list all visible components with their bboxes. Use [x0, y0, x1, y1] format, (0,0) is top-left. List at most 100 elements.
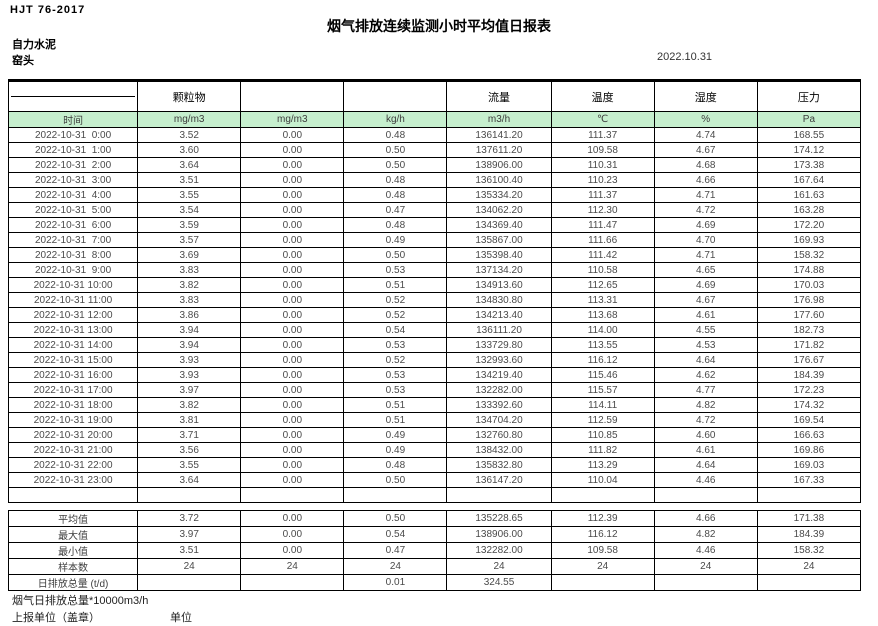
- value-cell: 3.52: [137, 127, 242, 143]
- unit-percent: %: [653, 111, 758, 128]
- value-cell: 114.00: [550, 322, 655, 338]
- split-cell-top: [11, 82, 136, 97]
- value-cell: 4.71: [653, 187, 758, 203]
- value-cell: 3.94: [137, 322, 242, 338]
- table-row: 2022-10-31 17:00 3.97 0.00 0.53 132282.00 115…: [7, 382, 862, 398]
- value-cell: 0.01: [343, 574, 448, 591]
- row-label-cell: 2022-10-31 20:00: [7, 427, 139, 443]
- table-row: 2022-10-31 1:00 3.60 0.00 0.50 137611.20 109.…: [7, 142, 862, 158]
- value-cell: 169.54: [756, 412, 862, 428]
- value-cell: 0.00: [240, 427, 345, 443]
- row-label-cell: 日排放总量 (t/d): [7, 574, 139, 591]
- value-cell: 4.68: [653, 157, 758, 173]
- row-label-cell: 最大值: [7, 526, 139, 543]
- value-cell: 3.97: [137, 526, 242, 543]
- value-cell: 170.03: [756, 277, 862, 293]
- value-cell: 0.48: [343, 217, 448, 233]
- table-row: 2022-10-31 20:00 3.71 0.00 0.49 132760.80 110…: [7, 427, 862, 443]
- value-cell: 3.72: [137, 510, 242, 527]
- value-cell: 3.86: [137, 307, 242, 323]
- value-cell: 166.63: [756, 427, 862, 443]
- table-row: 平均值 3.72 0.00 0.50 135228.65 112.39 4.66 171.38: [7, 510, 862, 527]
- separator-rows: [7, 487, 862, 511]
- value-cell: 4.82: [653, 526, 758, 543]
- table-row: 2022-10-31 5:00 3.54 0.00 0.47 134062.20 112.…: [7, 202, 862, 218]
- value-cell: 112.59: [550, 412, 655, 428]
- empty-row: [7, 487, 862, 503]
- row-label-cell: 2022-10-31 5:00: [7, 202, 139, 218]
- value-cell: 169.86: [756, 442, 862, 458]
- value-cell: 112.65: [550, 277, 655, 293]
- table-row: 2022-10-31 4:00 3.55 0.00 0.48 135334.20 111.…: [7, 187, 862, 203]
- value-cell: 134704.20: [446, 412, 552, 428]
- value-cell: 138432.00: [446, 442, 552, 458]
- table-row: 日排放总量 (t/d) 0.01 324.55: [7, 574, 862, 591]
- unit-kgh: kg/h: [343, 111, 448, 128]
- value-cell: 4.62: [653, 367, 758, 383]
- value-cell: 3.94: [137, 337, 242, 353]
- report-date: 2022.10.31: [657, 51, 713, 63]
- value-cell: 4.64: [653, 457, 758, 473]
- value-cell: 158.32: [756, 542, 862, 559]
- value-cell: 0.00: [240, 187, 345, 203]
- value-cell: 0.49: [343, 427, 448, 443]
- table-row: 2022-10-31 9:00 3.83 0.00 0.53 137134.20 110.…: [7, 262, 862, 278]
- value-cell: 136111.20: [446, 322, 552, 338]
- group-header-humidity: 湿度: [653, 80, 758, 112]
- value-cell: 3.64: [137, 157, 242, 173]
- empty-cell: [653, 487, 758, 503]
- row-label-cell: 平均值: [7, 510, 139, 527]
- value-cell: 24: [653, 558, 758, 575]
- value-cell: 134830.80: [446, 292, 552, 308]
- value-cell: 3.54: [137, 202, 242, 218]
- value-cell: 4.55: [653, 322, 758, 338]
- value-cell: 134213.40: [446, 307, 552, 323]
- value-cell: 133392.60: [446, 397, 552, 413]
- unit-celsius: ℃: [550, 111, 655, 128]
- value-cell: 115.46: [550, 367, 655, 383]
- value-cell: 3.71: [137, 427, 242, 443]
- value-cell: 4.53: [653, 337, 758, 353]
- value-cell: 0.00: [240, 322, 345, 338]
- value-cell: 0.50: [343, 142, 448, 158]
- value-cell: 0.00: [240, 382, 345, 398]
- unit-time: 时间: [7, 111, 139, 128]
- value-cell: 4.72: [653, 202, 758, 218]
- value-cell: 0.00: [240, 337, 345, 353]
- value-cell: 4.66: [653, 172, 758, 188]
- value-cell: 0.00: [240, 277, 345, 293]
- value-cell: 109.58: [550, 542, 655, 559]
- value-cell: 133729.80: [446, 337, 552, 353]
- value-cell: 0.48: [343, 187, 448, 203]
- value-cell: [653, 574, 758, 591]
- value-cell: 3.60: [137, 142, 242, 158]
- value-cell: 0.00: [240, 262, 345, 278]
- value-cell: 169.03: [756, 457, 862, 473]
- value-cell: 4.82: [653, 397, 758, 413]
- value-cell: 111.42: [550, 247, 655, 263]
- value-cell: 111.82: [550, 442, 655, 458]
- unit-m3h: m3/h: [446, 111, 552, 128]
- value-cell: 114.11: [550, 397, 655, 413]
- table-unit-row: 时间 mg/m3 mg/m3 kg/h m3/h ℃ % Pa: [7, 111, 862, 128]
- value-cell: 0.00: [240, 292, 345, 308]
- value-cell: 4.71: [653, 247, 758, 263]
- value-cell: 0.48: [343, 127, 448, 143]
- row-label-cell: 2022-10-31 3:00: [7, 172, 139, 188]
- value-cell: 171.82: [756, 337, 862, 353]
- value-cell: 4.74: [653, 127, 758, 143]
- value-cell: 0.00: [240, 352, 345, 368]
- table-row: 2022-10-31 3:00 3.51 0.00 0.48 136100.40 110.…: [7, 172, 862, 188]
- table-row: 2022-10-31 2:00 3.64 0.00 0.50 138906.00 110.…: [7, 157, 862, 173]
- value-cell: 167.33: [756, 472, 862, 488]
- value-cell: 24: [756, 558, 862, 575]
- value-cell: 4.69: [653, 277, 758, 293]
- value-cell: 167.64: [756, 172, 862, 188]
- report-table: 颗粒物 流量 温度 湿度 压力 时间 mg/m3 mg/m3 kg/h m3/h…: [7, 79, 862, 591]
- table-group-header-row: 颗粒物 流量 温度 湿度 压力: [7, 80, 862, 112]
- empty-cell: [137, 487, 242, 503]
- value-cell: 0.00: [240, 442, 345, 458]
- table-row: 2022-10-31 22:00 3.55 0.00 0.48 135832.80 113…: [7, 457, 862, 473]
- value-cell: 0.00: [240, 217, 345, 233]
- value-cell: 110.58: [550, 262, 655, 278]
